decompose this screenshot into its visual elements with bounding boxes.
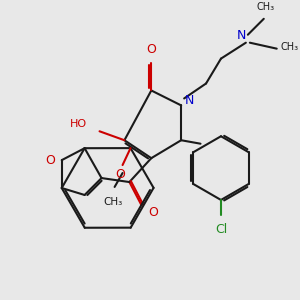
Text: HO: HO: [70, 119, 87, 129]
Text: N: N: [184, 94, 194, 107]
Text: CH₃: CH₃: [257, 2, 275, 12]
Text: Cl: Cl: [215, 223, 227, 236]
Text: N: N: [237, 29, 247, 42]
Text: O: O: [116, 169, 125, 182]
Text: CH₃: CH₃: [280, 42, 299, 52]
Text: O: O: [146, 43, 156, 56]
Text: O: O: [45, 154, 55, 166]
Text: O: O: [148, 206, 158, 219]
Text: CH₃: CH₃: [103, 197, 122, 207]
